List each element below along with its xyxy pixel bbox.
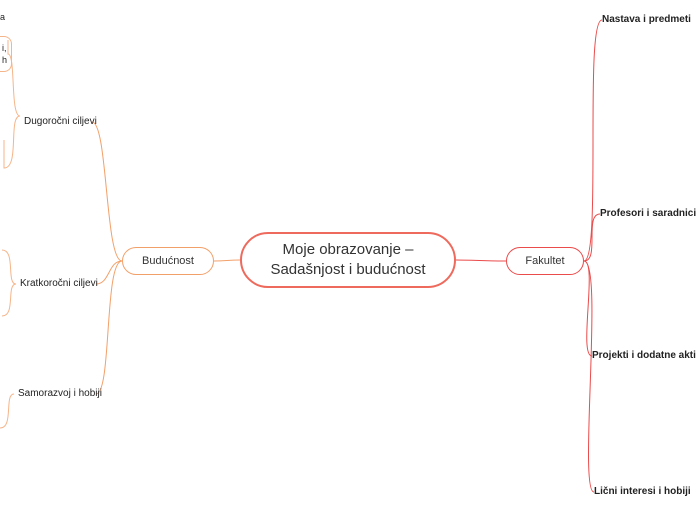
- edge-right-3: [584, 261, 592, 356]
- leaf-right-4[interactable]: Lični interesi i hobiji: [594, 486, 691, 497]
- edge-left-2: [96, 261, 122, 284]
- leaf-left-2[interactable]: Kratkoročni ciljevi: [20, 278, 98, 289]
- leaf-right-3[interactable]: Projekti i dodatne akti: [592, 350, 696, 361]
- fragment-top-3: h: [2, 55, 7, 65]
- root-node[interactable]: Moje obrazovanje – Sadašnjost i budućnos…: [240, 232, 456, 288]
- edge-right-4: [584, 261, 594, 492]
- fragment-box: i, h: [0, 36, 12, 72]
- edge-left-2b: [2, 250, 16, 284]
- branch-right[interactable]: Fakultet: [506, 247, 584, 275]
- edge-left-1: [92, 122, 122, 261]
- edge-root-right: [456, 260, 506, 261]
- leaf-left-3[interactable]: Samorazvoj i hobiji: [18, 388, 102, 399]
- edge-left-frag-2: [4, 116, 20, 168]
- leaf-left-1[interactable]: Dugoročni ciljevi: [24, 116, 97, 127]
- fragment-top-1: a: [0, 12, 5, 22]
- edge-root-left: [214, 260, 240, 261]
- branch-left-label: Budućnost: [142, 255, 194, 267]
- edge-right-2: [584, 214, 600, 261]
- edge-left-3b: [0, 394, 14, 428]
- edge-right-1: [584, 20, 602, 261]
- leaf-right-2[interactable]: Profesori i saradnici: [600, 208, 696, 219]
- branch-right-label: Fakultet: [525, 255, 564, 267]
- edge-left-2c: [2, 284, 16, 316]
- branch-left[interactable]: Budućnost: [122, 247, 214, 275]
- edge-left-3: [96, 261, 122, 394]
- leaf-right-1[interactable]: Nastava i predmeti: [602, 14, 691, 25]
- root-label: Moje obrazovanje – Sadašnjost i budućnos…: [256, 240, 440, 281]
- fragment-top-2: i,: [2, 43, 7, 53]
